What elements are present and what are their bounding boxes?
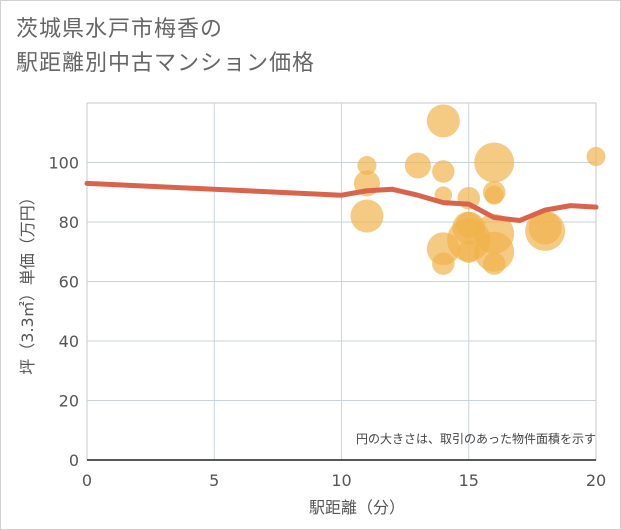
x-tick-label: 5 [209,471,219,490]
title-line-1: 茨城県水戸市梅香の [16,17,224,42]
x-axis-label: 駅距離（分） [309,498,405,517]
data-bubble [404,152,431,179]
x-tick-label: 15 [459,471,479,490]
data-bubble [482,252,506,275]
data-bubble [484,185,504,205]
data-bubble [474,142,515,183]
trend-line-group [84,180,599,224]
y-tick-label: 100 [48,154,79,173]
x-tick-label: 10 [331,471,351,490]
data-bubble [357,155,377,175]
bubble-size-note: 円の大きさは、取引のあった物件面積を示す [356,431,596,446]
data-bubble [525,210,566,251]
data-bubble [457,240,480,263]
y-tick-labels: 0 20 40 60 80 100 [48,154,79,471]
y-axis-label: 坪（3.3㎡）単価（万円） [18,189,37,374]
data-bubbles [350,104,606,275]
data-bubble [350,199,384,233]
y-tick-label: 20 [59,392,79,411]
data-bubble [426,104,460,138]
y-tick-label: 60 [59,273,79,292]
chart-title: 茨城県水戸市梅香の 駅距離別中古マンション価格 [16,13,315,81]
x-tick-label: 20 [586,471,606,490]
title-line-2: 駅距離別中古マンション価格 [16,51,316,76]
y-tick-label: 0 [69,451,79,470]
data-bubble [432,160,455,183]
x-tick-label: 0 [82,471,92,490]
y-tick-label: 80 [59,213,79,232]
data-bubble [586,147,606,167]
data-bubble [432,252,455,275]
x-tick-labels: 0 5 10 15 20 [82,471,606,490]
y-tick-label: 40 [59,332,79,351]
trend-line [84,180,599,224]
